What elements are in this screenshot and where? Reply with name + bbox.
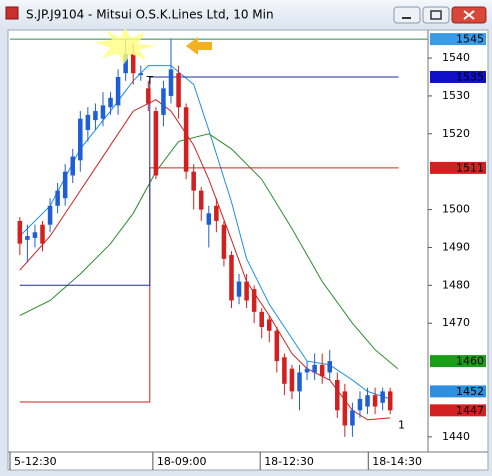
price-tag bbox=[430, 355, 486, 368]
candle-body bbox=[25, 236, 30, 240]
candle-body bbox=[130, 54, 136, 74]
candle-body bbox=[266, 319, 272, 331]
candle-body bbox=[62, 171, 68, 199]
candle-body bbox=[47, 205, 53, 225]
plot: T1 bbox=[10, 38, 428, 437]
chart-area bbox=[7, 29, 489, 471]
highlight-burst bbox=[94, 28, 156, 64]
price-tag-label: 1452 bbox=[456, 385, 484, 398]
candle-body bbox=[183, 107, 189, 172]
candle-body bbox=[236, 281, 242, 297]
price-tag-label: 1511 bbox=[456, 161, 484, 174]
candle-body bbox=[357, 398, 363, 411]
candle-body bbox=[93, 111, 98, 121]
indicator-line bbox=[19, 133, 399, 370]
indicator-line bbox=[19, 76, 399, 286]
candle-body bbox=[176, 73, 181, 108]
candle-body bbox=[78, 118, 83, 161]
candle-body bbox=[214, 205, 219, 221]
candle-body bbox=[387, 391, 393, 411]
maximize-icon bbox=[430, 10, 442, 20]
candle-body bbox=[115, 76, 121, 106]
candle-body bbox=[327, 361, 333, 373]
candle-body bbox=[70, 156, 76, 176]
y-tick-label: 1470 bbox=[442, 316, 470, 329]
candle-body bbox=[123, 54, 128, 74]
candle-body bbox=[319, 364, 325, 377]
window-icon bbox=[5, 6, 19, 20]
arrow-marker bbox=[186, 37, 212, 55]
candle-body bbox=[342, 391, 348, 426]
candle-body bbox=[259, 311, 264, 327]
y-tick-label: 1480 bbox=[442, 278, 470, 291]
candle-body bbox=[372, 395, 378, 407]
window-title: S.JP.J9104 - Mitsui O.S.K.Lines Ltd, 10 … bbox=[26, 8, 274, 22]
candle-body bbox=[191, 171, 196, 191]
maximize-button[interactable] bbox=[422, 6, 450, 24]
price-tag bbox=[430, 161, 486, 174]
y-tick-label: 1490 bbox=[442, 240, 470, 253]
candle-body bbox=[229, 255, 234, 301]
x-tick-label: 18-09:00 bbox=[157, 455, 207, 468]
price-tag-label: 1535 bbox=[456, 70, 484, 83]
candle-body bbox=[312, 364, 317, 373]
price-tag bbox=[430, 33, 486, 46]
candle-body bbox=[289, 368, 295, 392]
candle-body bbox=[380, 391, 385, 403]
candle-body bbox=[168, 69, 174, 96]
candle-body bbox=[365, 395, 370, 407]
price-tag bbox=[430, 385, 486, 398]
candle-body bbox=[274, 330, 280, 362]
candle-body bbox=[251, 289, 257, 312]
indicator-line bbox=[19, 65, 391, 400]
y-tick-label: 1530 bbox=[442, 89, 470, 102]
annotation: T bbox=[145, 74, 153, 87]
candle-body bbox=[304, 368, 310, 373]
price-tag bbox=[430, 70, 486, 83]
y-tick-label: 1520 bbox=[442, 127, 470, 140]
candle-body bbox=[100, 105, 106, 119]
x-tick-label: 5-12:30 bbox=[14, 455, 57, 468]
candle-body bbox=[85, 114, 91, 131]
candle-body bbox=[350, 410, 355, 426]
candle-body bbox=[297, 372, 302, 392]
candle-body bbox=[282, 357, 287, 384]
price-tag-label: 1545 bbox=[456, 33, 484, 46]
candle-body bbox=[32, 232, 38, 238]
y-tick-label: 1440 bbox=[442, 430, 470, 443]
candle-body bbox=[55, 190, 60, 206]
candle-body bbox=[108, 97, 113, 108]
candle-body bbox=[146, 88, 151, 104]
annotation: 1 bbox=[398, 418, 405, 431]
candle-body bbox=[161, 88, 166, 115]
candle-body bbox=[221, 224, 227, 259]
y-tick-label: 1540 bbox=[442, 51, 470, 64]
axes: 1440 1470 1480 1490 1500 1520 1530 1540 5-12:30 1… bbox=[9, 33, 486, 470]
minimize-button[interactable] bbox=[393, 6, 421, 24]
candle-body bbox=[153, 111, 159, 176]
candle-body bbox=[198, 190, 204, 210]
price-tag-label: 1460 bbox=[456, 355, 484, 368]
candle-body bbox=[335, 380, 340, 411]
close-icon bbox=[463, 10, 475, 20]
indicator-line bbox=[19, 99, 391, 421]
candle-body bbox=[244, 281, 249, 301]
price-tag bbox=[430, 404, 486, 417]
price-tag-label: 1447 bbox=[456, 404, 484, 417]
x-tick-label: 18-12:30 bbox=[264, 455, 314, 468]
y-tick-label: 1500 bbox=[442, 203, 470, 216]
candle-body bbox=[17, 220, 23, 244]
candle-body bbox=[138, 73, 144, 76]
candle-body bbox=[206, 213, 212, 225]
x-tick-label: 18-14:30 bbox=[372, 455, 422, 468]
candle-body bbox=[40, 224, 45, 244]
